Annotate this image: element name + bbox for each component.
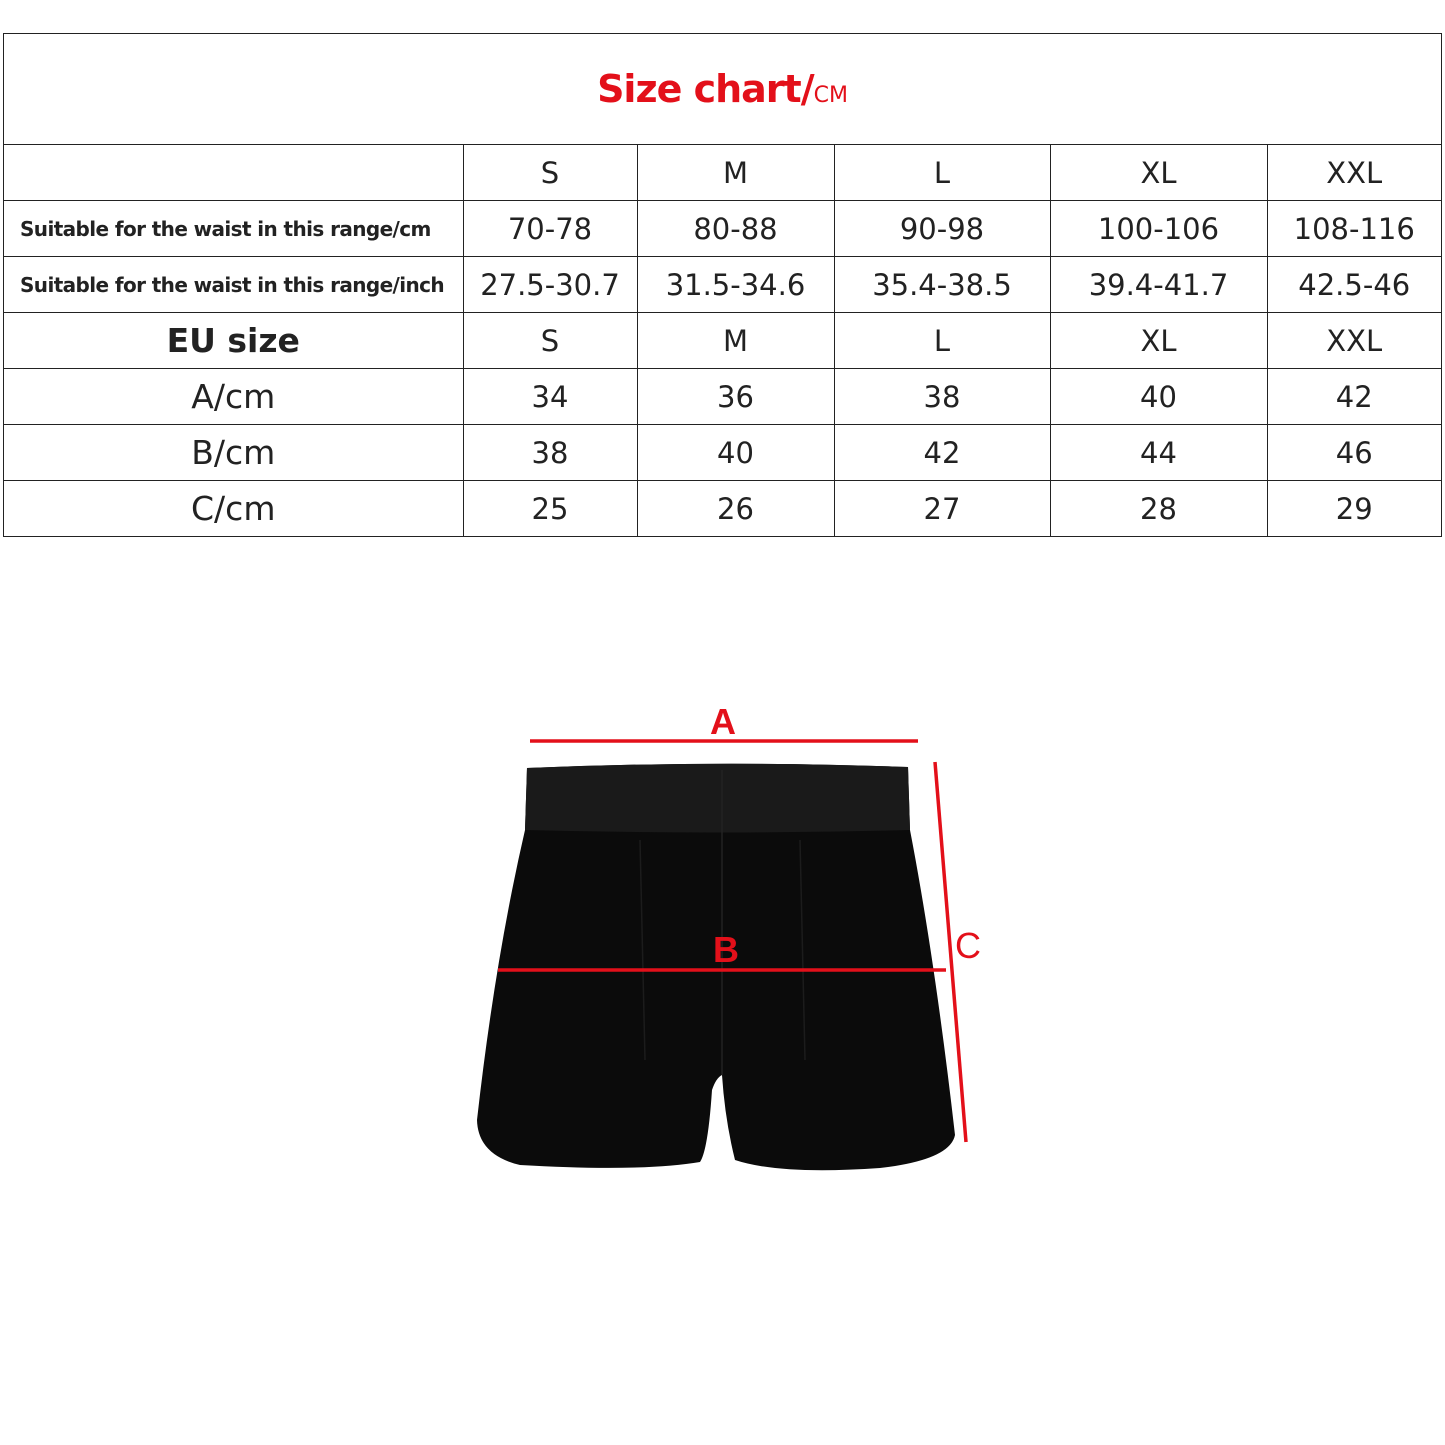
title-text: Size chart/: [597, 67, 815, 111]
table-cell: 38: [833, 368, 1051, 425]
table-cell: 34: [462, 368, 638, 425]
table-cell: XXL: [1266, 312, 1441, 369]
row-label: Suitable for the waist in this range/cm: [4, 200, 464, 257]
table-row: B/cm 38 40 42 44 46: [4, 424, 1441, 481]
table-row: A/cm 34 36 38 40 42: [4, 368, 1441, 425]
table-cell: 80-88: [636, 200, 835, 257]
size-header: S: [462, 145, 638, 201]
row-label: B/cm: [4, 424, 464, 481]
table-cell: 40: [1049, 368, 1268, 425]
size-chart-table: Size chart/CM S M L XL XXL Suitable for the w…: [3, 33, 1442, 537]
table-cell: XL: [1049, 312, 1268, 369]
table-cell: 108-116: [1266, 200, 1441, 257]
measure-line-c: [933, 761, 968, 1143]
label-c: C: [955, 925, 981, 966]
table-row: Suitable for the waist in this range/cm 7…: [4, 200, 1441, 257]
row-label: EU size: [4, 312, 464, 369]
table-cell: 70-78: [462, 200, 638, 257]
row-label: A/cm: [4, 368, 464, 425]
label-b: B: [713, 929, 739, 970]
table-cell: 31.5-34.6: [636, 256, 835, 313]
size-chart-title: Size chart/CM: [597, 67, 848, 111]
table-cell: 29: [1266, 480, 1441, 536]
table-cell: 100-106: [1049, 200, 1268, 257]
table-cell: 28: [1049, 480, 1268, 536]
table-cell: 39.4-41.7: [1049, 256, 1268, 313]
table-cell: 46: [1266, 424, 1441, 481]
label-a: A: [710, 701, 736, 742]
shorts-illustration: [477, 763, 955, 1171]
table-cell: 26: [636, 480, 835, 536]
table-cell: L: [833, 312, 1051, 369]
title-row: Size chart/CM: [4, 34, 1441, 145]
title-unit: CM: [813, 83, 848, 108]
row-label: C/cm: [4, 480, 464, 536]
header-blank: [4, 145, 464, 201]
table-cell: 38: [462, 424, 638, 481]
size-header: XXL: [1266, 145, 1441, 201]
table-cell: 42: [1266, 368, 1441, 425]
table-row: Suitable for the waist in this range/inc…: [4, 256, 1441, 313]
table-cell: 27: [833, 480, 1051, 536]
table-row: C/cm 25 26 27 28 29: [4, 480, 1441, 536]
table-cell: 90-98: [833, 200, 1051, 257]
header-row: S M L XL XXL: [4, 145, 1441, 201]
table-cell: 25: [462, 480, 638, 536]
table-cell: 40: [636, 424, 835, 481]
table-cell: 42: [833, 424, 1051, 481]
table-cell: 27.5-30.7: [462, 256, 638, 313]
table-cell: 44: [1049, 424, 1268, 481]
table-cell: 35.4-38.5: [833, 256, 1051, 313]
